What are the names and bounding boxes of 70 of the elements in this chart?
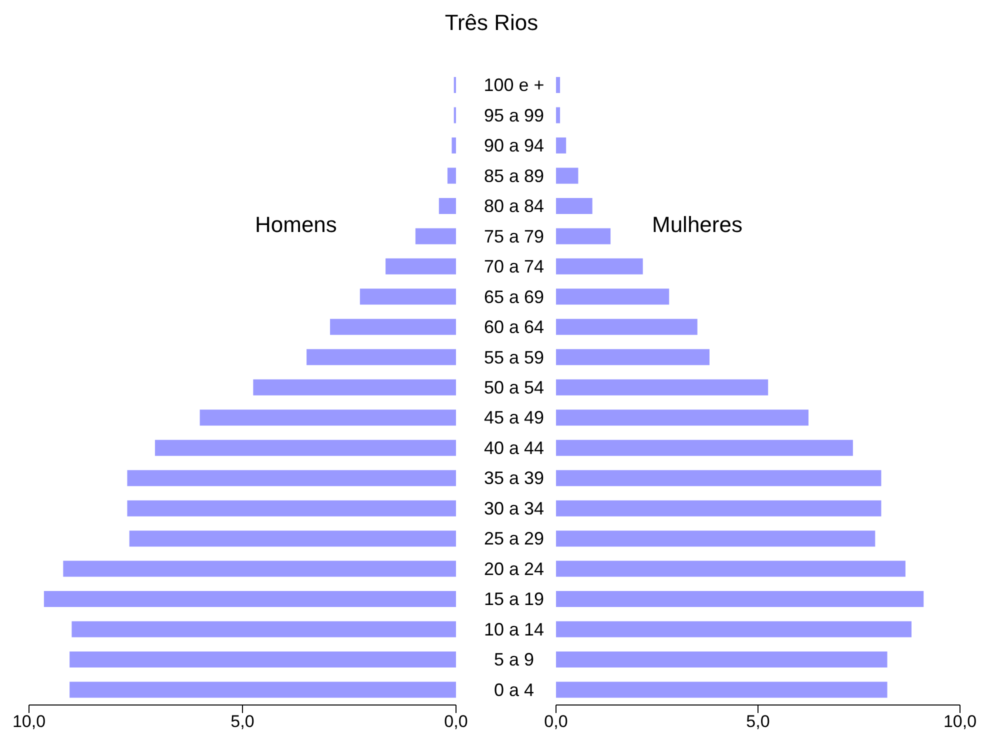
y-tick-label: 50 a 54 — [484, 378, 544, 398]
bar — [556, 349, 710, 366]
y-tick-label: 60 a 64 — [484, 317, 544, 338]
y-tick-label: 25 a 29 — [484, 528, 544, 549]
y-tick-label: 0 a 4 — [494, 680, 534, 700]
y-tick-label: 95 a 99 — [484, 105, 544, 126]
bar — [556, 560, 906, 577]
bar — [360, 288, 456, 305]
y-tick-label: 65 a 69 — [484, 286, 544, 307]
x-tick-label: 10,0 — [943, 712, 977, 732]
bar — [556, 228, 611, 244]
bar — [63, 560, 456, 577]
y-tick-label: 80 a 84 — [484, 196, 544, 216]
bar — [447, 168, 456, 184]
bar — [556, 621, 912, 638]
bar — [556, 107, 560, 124]
x-tick-label: 10,0 — [12, 712, 46, 732]
y-tick-label: 90 a 94 — [484, 136, 544, 156]
y-tick-label: 45 a 49 — [484, 408, 544, 428]
y-tick-label: 75 a 79 — [484, 226, 544, 246]
bar — [556, 258, 643, 274]
bar — [556, 379, 768, 396]
bar — [556, 652, 888, 668]
y-tick-label: 15 a 19 — [484, 589, 544, 610]
y-tick-label: 10 a 14 — [484, 619, 544, 640]
y-tick-label: 55 a 59 — [484, 347, 544, 368]
bar — [386, 258, 456, 274]
bar — [306, 349, 456, 366]
bar — [556, 530, 876, 547]
y-tick-label: 70 a 74 — [484, 256, 544, 277]
chart-title: Três Rios — [444, 10, 540, 36]
y-tick-label: 85 a 89 — [484, 166, 544, 186]
text: Homens — [255, 212, 337, 238]
bar — [330, 318, 456, 335]
bar — [127, 470, 456, 486]
bar — [127, 500, 456, 516]
bar — [556, 137, 566, 154]
bar — [253, 379, 456, 396]
y-tick-label: 40 a 44 — [484, 438, 544, 458]
y-tick-label: 5 a 9 — [494, 650, 534, 670]
bar — [70, 652, 456, 668]
bar — [556, 470, 882, 486]
x-tick-label: 5,0 — [746, 712, 770, 732]
x-tick-label: 0,0 — [444, 712, 468, 732]
bar — [452, 137, 456, 154]
x-tick-label: 0,0 — [544, 712, 568, 732]
y-tick-label: 30 a 34 — [484, 498, 544, 518]
x-tick-label: 5,0 — [230, 712, 254, 732]
y-tick-label: 35 a 39 — [484, 468, 544, 488]
bar — [438, 198, 456, 214]
bar — [200, 410, 456, 426]
bar — [556, 440, 853, 456]
bar — [154, 440, 456, 456]
bar — [129, 530, 456, 547]
bar — [556, 77, 560, 93]
series-label: Mulheres — [652, 212, 742, 238]
bar — [72, 621, 456, 638]
bar — [556, 318, 698, 335]
bar — [415, 228, 456, 244]
bar — [556, 410, 808, 426]
y-tick-label: 20 a 24 — [484, 558, 544, 579]
bar — [556, 198, 592, 214]
bar — [556, 500, 882, 516]
bar — [556, 591, 924, 608]
bar — [556, 168, 578, 184]
bar — [556, 288, 670, 305]
bar — [70, 682, 456, 698]
bar — [556, 682, 888, 698]
y-tick-label: 100 e + — [484, 75, 544, 96]
bar — [44, 591, 456, 608]
